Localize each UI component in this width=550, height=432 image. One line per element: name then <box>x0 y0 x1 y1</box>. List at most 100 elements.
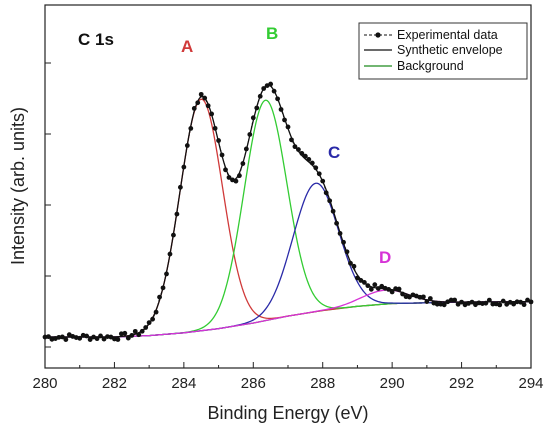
data-point <box>125 335 131 341</box>
data-point <box>434 301 440 307</box>
experimental-line <box>44 83 532 341</box>
data-point <box>191 106 197 111</box>
data-point <box>136 332 142 338</box>
data-point <box>250 115 256 121</box>
component-c-line <box>45 182 532 338</box>
data-point <box>59 334 65 340</box>
data-point <box>323 190 329 196</box>
data-point <box>212 125 218 131</box>
data-point <box>299 151 305 156</box>
data-point <box>490 301 496 307</box>
data-point <box>497 302 503 308</box>
data-point <box>469 299 475 305</box>
data-point <box>452 297 458 303</box>
data-point <box>209 111 215 117</box>
data-point <box>94 336 100 342</box>
data-point <box>247 132 253 137</box>
legend-label-background: Background <box>397 59 464 73</box>
data-point <box>514 299 520 305</box>
data-point <box>77 335 83 341</box>
data-point <box>521 302 527 308</box>
y-ticks <box>45 62 51 348</box>
data-point <box>157 294 162 300</box>
background-line <box>45 300 532 338</box>
data-point <box>417 294 423 300</box>
data-point <box>56 334 62 340</box>
y-axis-title: Intensity (arb. units) <box>8 107 28 265</box>
data-point <box>101 336 107 342</box>
data-point <box>195 100 201 106</box>
x-axis-title: Binding Energy (eV) <box>207 403 368 423</box>
data-point <box>386 287 392 292</box>
data-point <box>181 164 187 170</box>
data-point <box>233 178 239 184</box>
data-point <box>84 333 90 339</box>
data-point <box>309 160 315 166</box>
data-point <box>132 328 138 334</box>
data-point <box>316 171 322 177</box>
data-point <box>129 333 135 338</box>
x-tick-label: 280 <box>32 375 57 392</box>
data-point <box>341 239 346 245</box>
data-point <box>306 157 312 162</box>
component-d-line <box>45 289 532 338</box>
data-point <box>400 291 405 297</box>
data-point <box>302 153 308 159</box>
data-point <box>46 334 51 340</box>
data-point <box>139 328 145 334</box>
data-point <box>285 124 291 130</box>
data-point <box>427 296 433 301</box>
data-point <box>282 117 287 123</box>
x-tick-label: 290 <box>380 375 405 392</box>
data-point <box>365 283 371 289</box>
data-point <box>344 249 350 255</box>
data-point <box>511 301 517 307</box>
x-tick-label: 292 <box>449 375 474 392</box>
data-point <box>63 337 69 342</box>
data-point <box>486 297 492 303</box>
data-point <box>420 294 426 300</box>
data-points-layer <box>42 81 534 342</box>
data-point <box>188 126 194 131</box>
data-point <box>313 165 319 171</box>
data-point <box>459 299 464 305</box>
data-point <box>327 198 333 204</box>
legend-label-experimental: Experimental data <box>397 28 498 42</box>
data-point <box>320 178 326 184</box>
data-point <box>216 138 221 143</box>
data-point <box>177 184 183 190</box>
data-point <box>164 271 169 277</box>
data-point <box>403 294 409 300</box>
data-point <box>257 93 263 99</box>
envelope-line <box>45 84 532 338</box>
component-a-line <box>45 98 532 338</box>
data-point <box>358 278 364 283</box>
data-point <box>407 294 412 300</box>
data-point <box>393 286 399 292</box>
data-point <box>441 302 447 308</box>
data-point <box>334 220 339 226</box>
data-point <box>483 300 489 306</box>
data-point <box>167 251 173 257</box>
data-point <box>143 325 149 330</box>
legend-box <box>358 22 528 80</box>
data-point <box>379 283 385 289</box>
data-point <box>278 107 284 112</box>
x-tick-label: 288 <box>310 375 335 392</box>
data-point <box>289 137 294 143</box>
data-point <box>348 260 353 266</box>
data-point <box>160 285 166 291</box>
data-point <box>296 147 301 152</box>
curves-layer <box>45 84 532 338</box>
data-point <box>237 173 242 179</box>
peak-label-a: A <box>181 37 193 56</box>
data-point <box>455 301 461 307</box>
data-point <box>268 81 274 87</box>
data-point <box>254 105 260 111</box>
data-point <box>146 320 152 326</box>
peak-label-d: D <box>379 248 391 267</box>
x-tick-label: 286 <box>241 375 266 392</box>
panel-label: C 1s <box>78 30 114 49</box>
data-point <box>271 88 277 94</box>
